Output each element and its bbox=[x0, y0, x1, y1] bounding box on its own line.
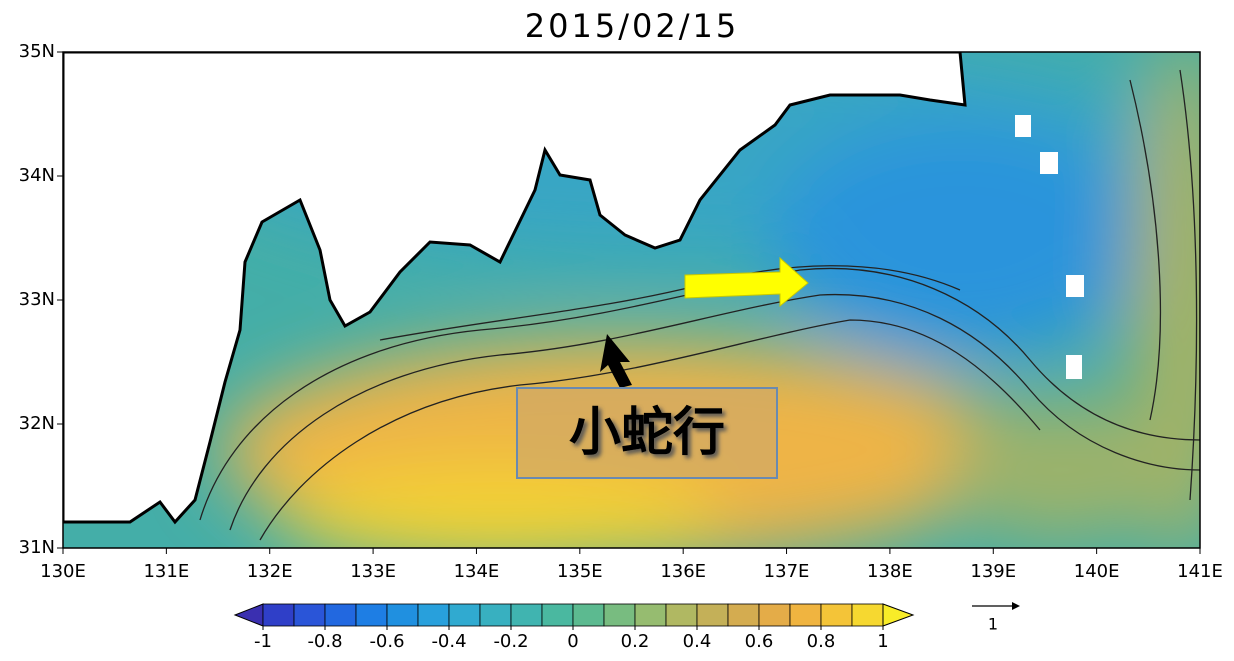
lon-label: 139E bbox=[970, 561, 1016, 582]
colorbar-label: -0.4 bbox=[431, 631, 466, 652]
map-title: 2015/02/15 bbox=[525, 7, 739, 45]
colorbar-label: 0.4 bbox=[683, 631, 712, 652]
lat-label: 31N bbox=[19, 537, 55, 558]
lon-label: 131E bbox=[143, 561, 189, 582]
lon-label: 130E bbox=[40, 561, 86, 582]
colorbar-box bbox=[696, 603, 729, 627]
annotation: 小蛇行 bbox=[569, 403, 725, 463]
colorbar-label: 1 bbox=[877, 631, 888, 652]
lon-label: 133E bbox=[350, 561, 396, 582]
colorbar-box bbox=[541, 603, 574, 627]
island bbox=[1040, 152, 1058, 174]
reference-arrowhead bbox=[1012, 602, 1020, 610]
colorbar-label: 0.2 bbox=[621, 631, 650, 652]
colorbar-label: 0 bbox=[567, 631, 578, 652]
colorbar-box bbox=[789, 603, 822, 627]
annotation-box bbox=[516, 387, 778, 479]
colorbar-label: 0.6 bbox=[745, 631, 774, 652]
lon-label: 132E bbox=[247, 561, 293, 582]
field bbox=[63, 52, 1200, 548]
colorbar-box bbox=[603, 603, 636, 627]
island bbox=[1066, 355, 1082, 379]
colorbar-label: -0.8 bbox=[307, 631, 342, 652]
colorbar-box bbox=[510, 603, 543, 627]
lat-label: 33N bbox=[19, 289, 55, 310]
colorbar-label: -0.6 bbox=[369, 631, 404, 652]
lon-label: 136E bbox=[660, 561, 706, 582]
colorbar-label: -1 bbox=[254, 631, 272, 652]
colorbar-box bbox=[727, 603, 760, 627]
colorbar-box bbox=[851, 603, 884, 627]
colorbar-box bbox=[479, 603, 512, 627]
colorbar-box bbox=[448, 603, 481, 627]
lat-label: 32N bbox=[19, 413, 55, 434]
colorbar-box bbox=[386, 603, 419, 627]
lon-label: 138E bbox=[867, 561, 913, 582]
colorbar-box bbox=[293, 603, 326, 627]
land bbox=[63, 52, 967, 525]
colorbar-box bbox=[634, 603, 667, 627]
lon-label: 134E bbox=[454, 561, 500, 582]
colorbar-label: 0.8 bbox=[807, 631, 836, 652]
island bbox=[1066, 275, 1084, 297]
lat-label: 34N bbox=[19, 165, 55, 186]
colorbar-over bbox=[882, 603, 915, 627]
yellow-arrow bbox=[684, 256, 809, 308]
colorbar-box bbox=[572, 603, 605, 627]
colorbar-box bbox=[262, 603, 295, 627]
colorbar-label: -0.2 bbox=[493, 631, 528, 652]
colorbar-box bbox=[324, 603, 357, 627]
colorbar: -1 -0.8 -0.6 -0.4 -0.2 0 0.2 0.4 0.6 0.8 1 bbox=[233, 603, 915, 652]
colorbar-box bbox=[355, 603, 388, 627]
colorbar-under bbox=[233, 603, 264, 627]
lat-label: 35N bbox=[19, 41, 55, 62]
lon-label: 135E bbox=[557, 561, 603, 582]
colorbar-box bbox=[820, 603, 853, 627]
reference-label: 1 bbox=[988, 615, 998, 634]
colorbar-box bbox=[417, 603, 450, 627]
lon-label: 137E bbox=[764, 561, 810, 582]
colorbar-box bbox=[758, 603, 791, 627]
black-arrow bbox=[600, 334, 632, 388]
colorbar-box bbox=[665, 603, 698, 627]
island bbox=[1015, 115, 1031, 137]
lon-label: 141E bbox=[1177, 561, 1223, 582]
lon-label: 140E bbox=[1074, 561, 1120, 582]
